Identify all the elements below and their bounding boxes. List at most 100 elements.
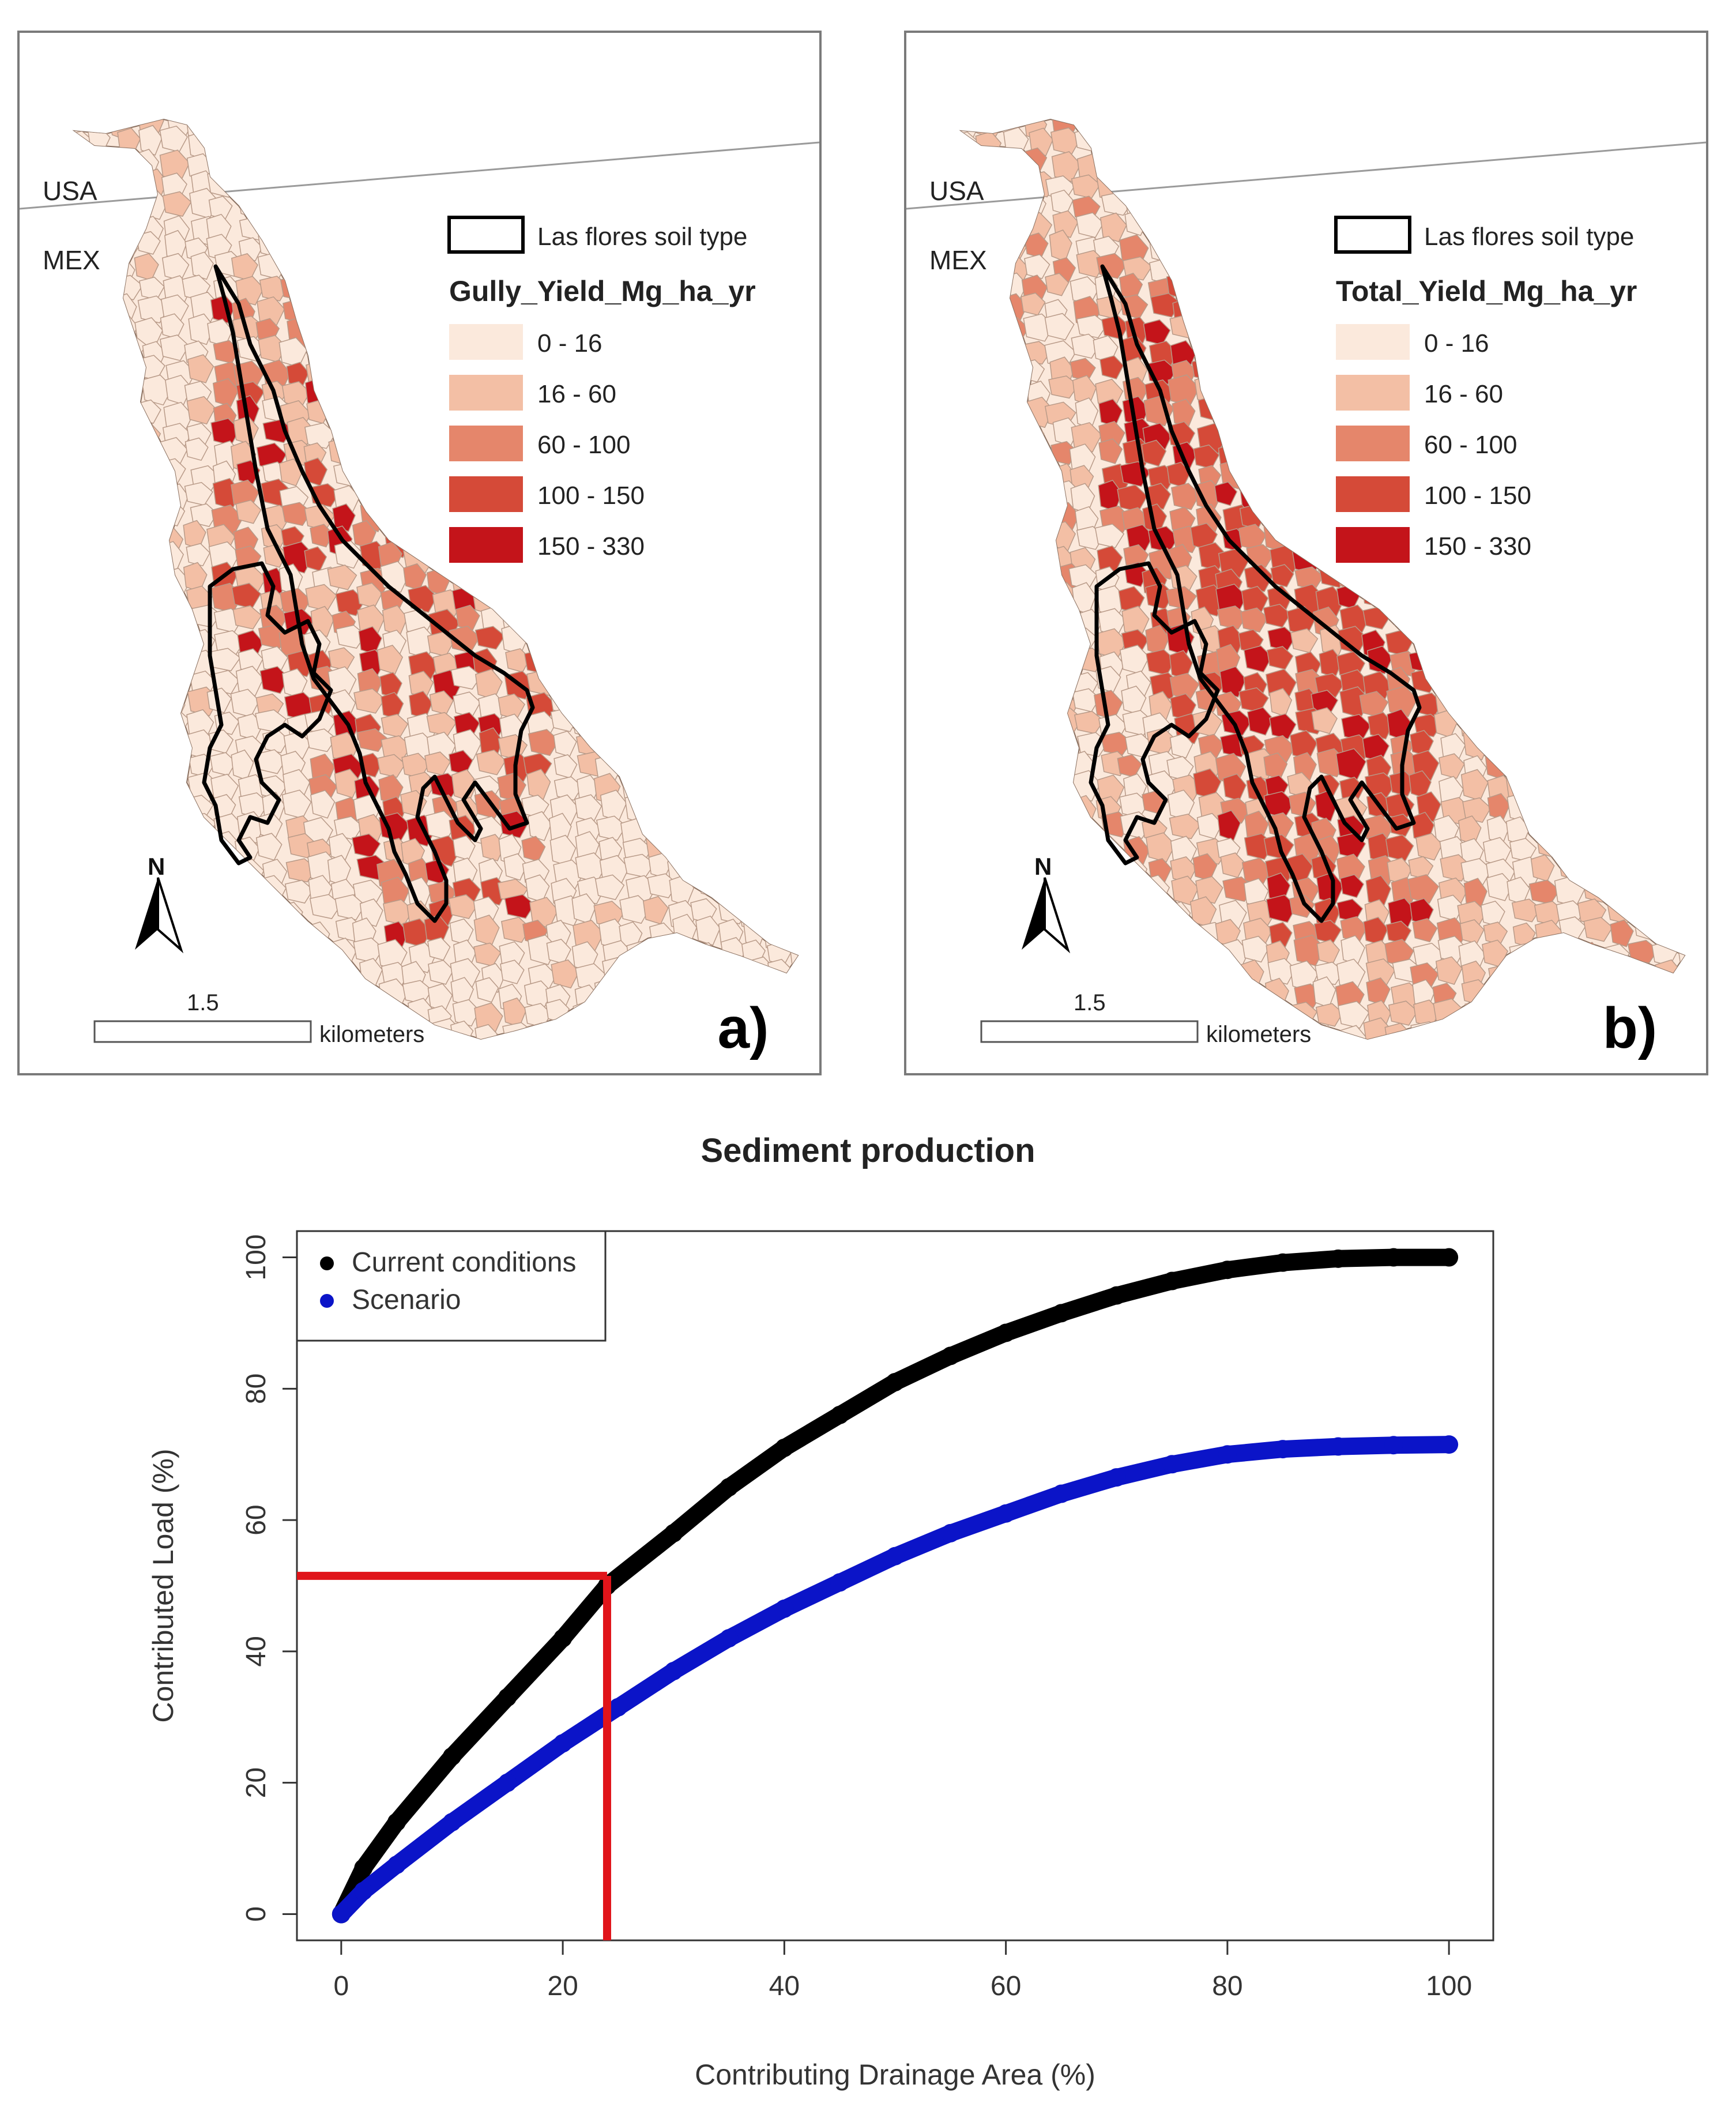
legend-marker: [320, 1256, 334, 1270]
data-point: [498, 1688, 517, 1707]
legend-swatch: [1336, 527, 1410, 563]
map-svg: USA MEX Las flores soil type Total_Yield_Mg…: [906, 118, 1706, 1060]
legend-class-label: 150 - 330: [537, 532, 645, 560]
y-tick-label: 40: [241, 1636, 272, 1666]
legend-swatch: [1336, 375, 1410, 411]
legend-entry: Current conditions: [352, 1247, 577, 1278]
chart-legend: Current conditions Scenario: [296, 1230, 607, 1342]
data-point: [941, 1346, 960, 1365]
legend-swatch: [449, 426, 523, 461]
legend-class-label: 16 - 60: [1424, 380, 1503, 408]
data-point: [1440, 1248, 1459, 1267]
map-panel-b: USA MEX Las flores soil type Total_Yield_Mg…: [904, 31, 1708, 1075]
data-point: [1107, 1468, 1126, 1487]
chart-title: Sediment production: [701, 1132, 1035, 1169]
legend-outline-swatch: [447, 216, 525, 254]
legend-class-label: 100 - 150: [537, 481, 645, 510]
data-point: [1052, 1304, 1071, 1323]
data-point: [941, 1523, 960, 1542]
series-line-current-conditions: [332, 1248, 1458, 1923]
legend-marker: [320, 1294, 334, 1308]
data-point: [1218, 1445, 1237, 1464]
legend-swatch: [449, 476, 523, 512]
legend-class-label: 0 - 16: [1424, 329, 1489, 358]
data-point: [1329, 1249, 1348, 1268]
data-point: [609, 1698, 628, 1717]
data-point: [830, 1405, 849, 1424]
data-point: [442, 1747, 461, 1766]
data-point: [1162, 1455, 1181, 1474]
map-svg: USA MEX Las flores soil type Gully_Yield_Mg…: [20, 118, 819, 1060]
country-label-north: USA: [43, 176, 97, 206]
y-tick-label: 0: [241, 1906, 272, 1922]
data-point: [498, 1773, 517, 1792]
north-label: N: [1034, 853, 1052, 880]
data-point: [1440, 1435, 1459, 1454]
legend-entry: Scenario: [352, 1285, 461, 1315]
map-legend: Las flores soil type Total_Yield_Mg_ha_yr…: [1334, 216, 1637, 563]
legend-class-label: 16 - 60: [537, 380, 616, 408]
data-point: [1384, 1248, 1403, 1267]
soil-type-outline: [1100, 264, 1422, 923]
x-tick-label: 100: [1426, 1971, 1472, 2001]
data-point: [1052, 1484, 1071, 1503]
soil-type-outline: [202, 561, 333, 866]
scale-unit: kilometers: [319, 1022, 424, 1047]
data-point: [664, 1523, 683, 1542]
scale-value: 1.5: [187, 990, 219, 1015]
data-point: [775, 1599, 794, 1618]
legend-title: Total_Yield_Mg_ha_yr: [1336, 275, 1637, 307]
legend-class-label: 0 - 16: [537, 329, 602, 358]
legend-swatch: [449, 324, 523, 360]
scale-value: 1.5: [1074, 990, 1106, 1015]
legend-outline-label: Las flores soil type: [1424, 223, 1634, 251]
data-point: [830, 1573, 849, 1592]
data-point: [1162, 1271, 1181, 1290]
data-point: [553, 1629, 573, 1648]
y-tick-label: 80: [241, 1374, 272, 1404]
panel-label: a): [718, 996, 769, 1060]
data-point: [442, 1813, 461, 1831]
scale-unit: kilometers: [1206, 1022, 1311, 1047]
scale-bar: [93, 1020, 312, 1043]
y-tick-label: 100: [241, 1235, 272, 1281]
soil-type-outline: [213, 264, 535, 923]
legend-swatch: [449, 527, 523, 563]
scale-bar: [980, 1020, 1199, 1043]
y-axis-label: Contributed Load (%): [147, 1448, 179, 1722]
legend-class-label: 60 - 100: [537, 431, 630, 459]
data-point: [1384, 1436, 1403, 1455]
sediment-production-chart: 0 20 40 60 80 100 0 20 40 60 80 100 Contributing Dra…: [147, 1230, 1494, 2091]
data-point: [1107, 1286, 1126, 1305]
legend-outline-label: Las flores soil type: [537, 223, 747, 251]
x-tick-label: 40: [769, 1971, 800, 2001]
data-point: [996, 1504, 1015, 1523]
north-label: N: [148, 853, 165, 880]
data-point: [387, 1856, 406, 1875]
y-tick-label: 60: [241, 1504, 272, 1535]
map-legend: Las flores soil type Gully_Yield_Mg_ha_yr…: [447, 216, 756, 563]
data-point: [775, 1438, 794, 1457]
legend-swatch: [449, 375, 523, 411]
north-arrow-icon: [1022, 877, 1071, 954]
series-line-scenario: [332, 1436, 1458, 1923]
soil-type-outline: [1089, 561, 1220, 866]
legend-class-label: 100 - 150: [1424, 481, 1531, 510]
data-point: [886, 1547, 905, 1566]
data-point: [1273, 1253, 1292, 1272]
plot-area: [296, 1230, 1494, 1942]
country-label-south: MEX: [929, 245, 987, 275]
legend-class-label: 150 - 330: [1424, 532, 1531, 560]
data-point: [1329, 1437, 1348, 1456]
data-point: [354, 1858, 373, 1878]
data-point: [1273, 1440, 1292, 1459]
data-point: [1218, 1261, 1237, 1280]
data-point: [720, 1629, 739, 1648]
x-tick-label: 60: [991, 1971, 1021, 2001]
legend-swatch: [1336, 426, 1410, 461]
legend-swatch: [1336, 324, 1410, 360]
data-point: [996, 1323, 1015, 1342]
data-point: [886, 1372, 905, 1391]
north-arrow-icon: [135, 877, 184, 954]
panel-label: b): [1603, 996, 1657, 1060]
